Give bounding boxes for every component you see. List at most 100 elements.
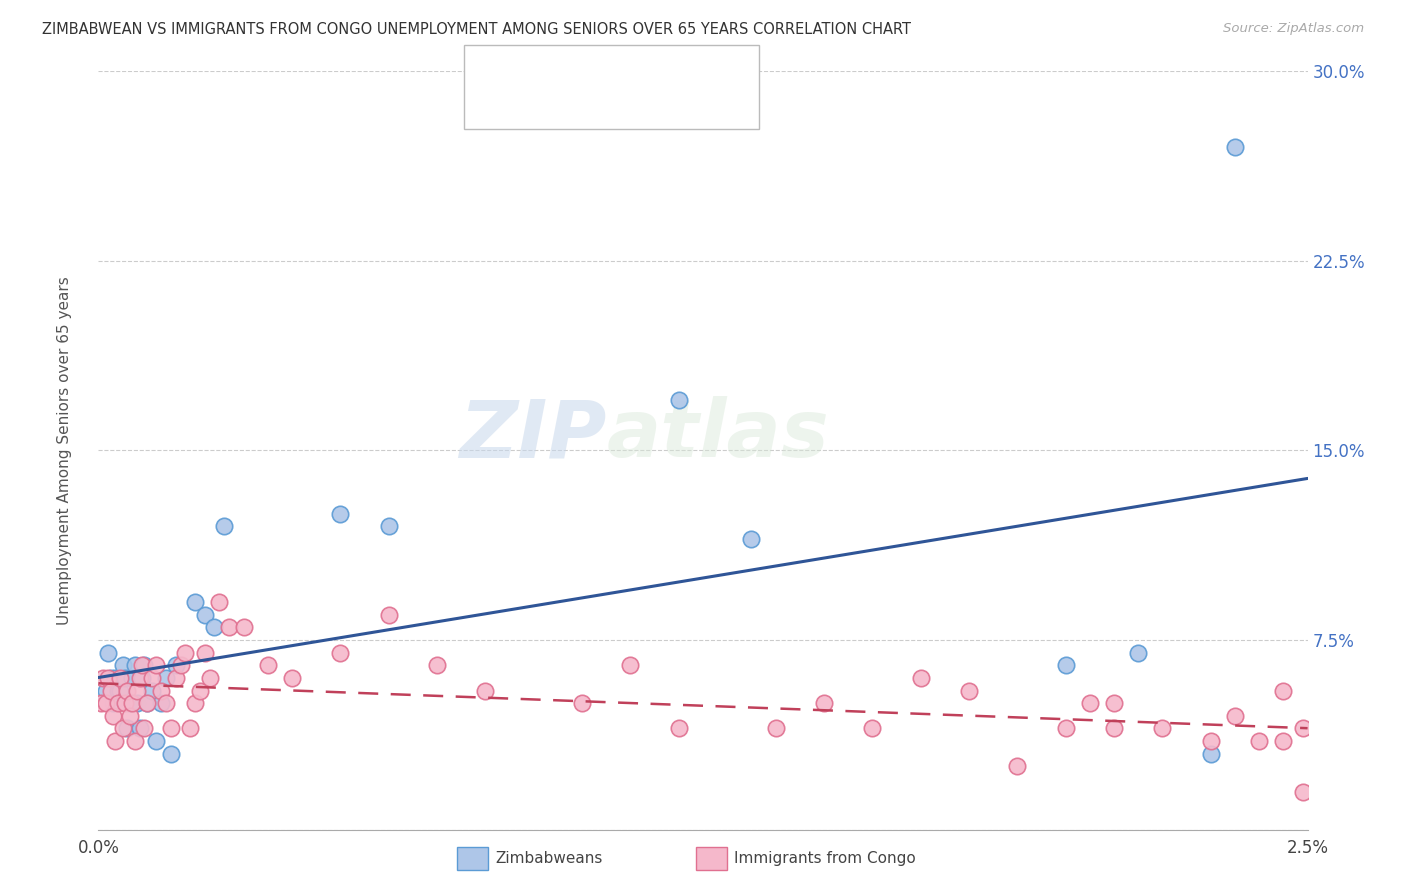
Point [194, 646, 217, 660]
Point [1102, 696, 1125, 710]
Text: Source: ZipAtlas.com: Source: ZipAtlas.com [1223, 22, 1364, 36]
Point [571, 696, 593, 710]
Point [107, 696, 129, 710]
Point [329, 507, 352, 521]
Point [426, 658, 449, 673]
Point [90, 696, 112, 710]
Text: Zimbabweans: Zimbabweans [495, 851, 602, 865]
Point [1152, 722, 1174, 736]
Point [218, 620, 240, 634]
Point [104, 671, 127, 685]
Point [145, 734, 167, 748]
Bar [475, 93, 515, 120]
Point [97, 646, 120, 660]
Point [1128, 646, 1150, 660]
Point [111, 658, 134, 673]
Point [1249, 734, 1271, 748]
Point [165, 671, 187, 685]
Text: ZIMBABWEAN VS IMMIGRANTS FROM CONGO UNEMPLOYMENT AMONG SENIORS OVER 65 YEARS COR: ZIMBABWEAN VS IMMIGRANTS FROM CONGO UNEM… [42, 22, 911, 37]
Point [124, 658, 146, 673]
Point [124, 734, 146, 748]
Text: R = -0.043   N = 63: R = -0.043 N = 63 [526, 99, 683, 114]
Point [1199, 747, 1222, 761]
Point [155, 696, 177, 710]
Point [1223, 708, 1246, 723]
Point [198, 671, 221, 685]
Point [107, 683, 129, 698]
Point [377, 519, 399, 533]
Point [94, 683, 117, 698]
Point [134, 722, 156, 736]
Point [169, 658, 191, 673]
Point [127, 696, 149, 710]
Point [910, 671, 932, 685]
Point [117, 683, 139, 698]
Point [117, 722, 139, 736]
Point [1199, 734, 1222, 748]
Point [108, 683, 131, 698]
Point [94, 696, 117, 710]
Point [194, 607, 217, 622]
Point [145, 658, 167, 673]
Point [1223, 140, 1246, 154]
Point [135, 696, 157, 710]
Point [118, 708, 141, 723]
Point [1054, 722, 1077, 736]
Text: Immigrants from Congo: Immigrants from Congo [734, 851, 915, 865]
Point [131, 658, 153, 673]
Point [104, 734, 127, 748]
Text: ZIP: ZIP [458, 396, 606, 475]
Point [188, 683, 211, 698]
Point [108, 671, 131, 685]
Point [121, 671, 143, 685]
Point [150, 683, 173, 698]
Point [127, 683, 149, 698]
Point [1102, 722, 1125, 736]
Point [141, 683, 163, 698]
Point [101, 696, 124, 710]
Point [184, 595, 207, 609]
Point [97, 671, 120, 685]
Point [184, 696, 207, 710]
Y-axis label: Unemployment Among Seniors over 65 years: Unemployment Among Seniors over 65 years [58, 277, 72, 624]
Point [1292, 785, 1315, 799]
Point [114, 671, 136, 685]
Point [208, 595, 231, 609]
Point [150, 696, 173, 710]
Point [765, 722, 787, 736]
Point [114, 696, 136, 710]
Point [128, 722, 150, 736]
Point [619, 658, 641, 673]
Point [155, 671, 177, 685]
Text: R =  0.174   N = 36: R = 0.174 N = 36 [526, 60, 683, 75]
Point [668, 722, 690, 736]
Point [111, 722, 134, 736]
Point [121, 696, 143, 710]
Point [1272, 734, 1295, 748]
Point [377, 607, 399, 622]
Point [474, 683, 496, 698]
Point [1054, 658, 1077, 673]
Point [160, 722, 183, 736]
Point [281, 671, 304, 685]
Bar [475, 54, 515, 81]
Point [141, 671, 163, 685]
Point [860, 722, 883, 736]
Point [957, 683, 980, 698]
Point [91, 671, 114, 685]
Point [100, 683, 122, 698]
Point [135, 696, 157, 710]
Point [668, 392, 690, 407]
Point [160, 747, 183, 761]
Point [740, 532, 762, 546]
Point [131, 671, 153, 685]
Point [232, 620, 254, 634]
Point [212, 519, 235, 533]
Point [134, 658, 156, 673]
Point [204, 620, 226, 634]
Point [1292, 722, 1315, 736]
Point [128, 671, 150, 685]
Point [179, 722, 201, 736]
Point [100, 671, 122, 685]
Point [174, 646, 197, 660]
